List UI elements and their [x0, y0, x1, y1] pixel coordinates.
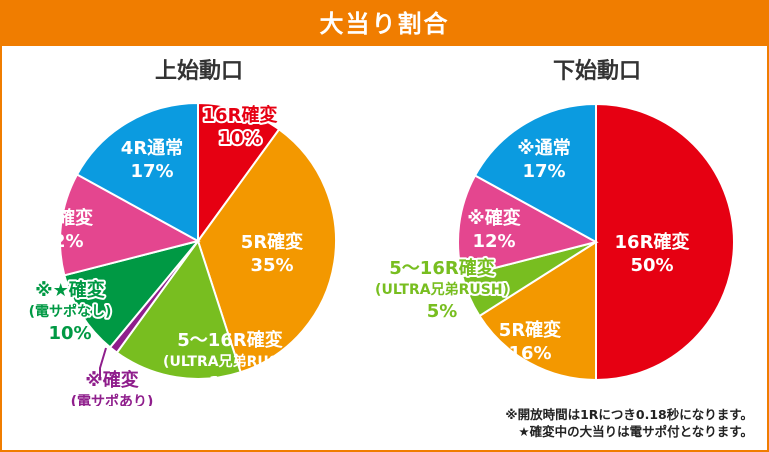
- pie0-value-0: 10%: [218, 128, 261, 149]
- pie1-value-2: 5%: [427, 301, 458, 322]
- leader-line-purple: [99, 347, 107, 380]
- slice-labels: 16R確変10%5R確変35%5〜16R確変(ULTRA兄弟RUSH)15%※確…: [27, 102, 690, 406]
- pie1-value-4: 17%: [522, 161, 565, 182]
- pie0-label-0: 16R確変: [203, 104, 278, 126]
- footnotes: ※開放時間は1Rにつき0.18秒になります。 ★確変中の大当りは電サポ付となりま…: [505, 406, 753, 440]
- pie0-value-1: 35%: [250, 255, 293, 276]
- pie1-label-0: 16R確変: [615, 231, 690, 253]
- pie0-slice-2: [115, 238, 242, 380]
- pie1-slice-4: [473, 102, 597, 244]
- pie0-label-1: 5R確変: [241, 231, 303, 253]
- pie0-value-4: 10%: [48, 323, 91, 344]
- footnote-densapo: ★確変中の大当りは電サポ付となります。: [518, 424, 753, 439]
- pie0-label-2: 5〜16R確変: [177, 329, 282, 351]
- pie-charts: 上始動口 下始動口 16R確変10%5R確変35%5〜16R確変(ULTRA兄弟…: [27, 58, 735, 406]
- footnote-open-time: ※開放時間は1Rにつき0.18秒になります。: [505, 407, 753, 422]
- pie0-value-6: 17%: [130, 161, 173, 182]
- pie1-label-3: ※確変: [467, 207, 521, 229]
- pie1-label-1: 5R確変: [499, 319, 561, 341]
- pie0-value-2: 15%: [208, 373, 251, 394]
- pie1-value-1: 16%: [508, 343, 551, 364]
- pie0-slice-6: [75, 101, 199, 243]
- pie0-value-5: 12%: [40, 231, 83, 252]
- pie0-label-4: ※★確変: [35, 279, 105, 301]
- right-pie: [457, 102, 735, 382]
- left-pie: [59, 101, 337, 380]
- pie0-sublabel-4: (電サポなし): [29, 303, 112, 320]
- pie0-slice-0: [197, 101, 281, 245]
- pie0-label-3: ※確変: [85, 369, 139, 391]
- pie1-slice-0: [595, 102, 735, 382]
- pie1-slice-1: [478, 240, 597, 382]
- pie1-value-0: 50%: [630, 255, 673, 276]
- pie0-sublabel-3: (電サポあり): [71, 393, 154, 406]
- pie1-label-4: ※通常: [517, 137, 571, 159]
- pie0-sublabel-2: (ULTRA兄弟RUSH): [163, 353, 297, 370]
- pie0-slice-1: [196, 127, 337, 374]
- pie0-slice-5: [59, 173, 201, 277]
- pie1-label-2: 5〜16R確変: [389, 257, 494, 279]
- header-title: 大当り割合: [2, 2, 767, 46]
- right-pie-title: 下始動口: [553, 58, 641, 84]
- left-pie-title: 上始動口: [155, 58, 243, 84]
- pie1-sublabel-2: (ULTRA兄弟RUSH): [375, 281, 509, 298]
- pie0-label-5: 4R確変: [31, 207, 93, 229]
- pie0-label-6: 4R通常: [121, 137, 183, 159]
- pie1-value-3: 12%: [472, 231, 515, 252]
- pie1-slice-3: [457, 174, 599, 278]
